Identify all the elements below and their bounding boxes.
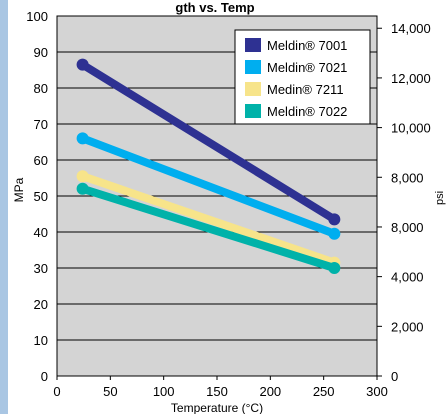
y2-tick-label: 8,000 (391, 170, 424, 185)
secondary-y-axis-label: psi (434, 191, 446, 205)
legend-swatch (245, 60, 261, 74)
y2-tick-label: 8,000 (391, 220, 424, 235)
legend-swatch (245, 104, 261, 118)
legend-label: Meldin® 7001 (267, 38, 347, 53)
legend-swatch (245, 38, 261, 52)
y-axis-label: MPa (12, 177, 26, 202)
y-tick-label: 70 (34, 117, 48, 132)
x-tick-label: 50 (103, 384, 117, 399)
y2-tick-label: 12,000 (391, 71, 431, 86)
chart-title: gth vs. Temp (175, 0, 254, 15)
y-tick-label: 10 (34, 333, 48, 348)
series-line (78, 184, 339, 272)
series-line (78, 134, 339, 238)
series-line (78, 60, 339, 224)
y-tick-label: 90 (34, 45, 48, 60)
series-layer (76, 58, 341, 274)
y-tick-label: 20 (34, 297, 48, 312)
series-line (78, 172, 339, 267)
y-tick-label: 100 (26, 9, 48, 24)
legend-label: Medin® 7211 (267, 82, 344, 97)
y-tick-label: 30 (34, 261, 48, 276)
x-tick-label: 100 (153, 384, 175, 399)
y2-tick-label: 0 (391, 369, 398, 384)
y2-tick-label: 2,000 (391, 319, 424, 334)
y2-tick-label: 14,000 (391, 21, 431, 36)
data-point (76, 58, 89, 71)
legend-label: Meldin® 7021 (267, 60, 347, 75)
legend-swatch (245, 82, 261, 96)
secondary-y-axis-ticks: 0 2,000 4,000 8,000 8,000 10,000 12,000 14,000 (377, 21, 431, 384)
data-point (76, 170, 89, 183)
x-tick-label: 200 (259, 384, 281, 399)
y2-tick-label: 4,000 (391, 270, 424, 285)
y-tick-label: 50 (34, 189, 48, 204)
y-tick-label: 60 (34, 153, 48, 168)
x-tick-label: 300 (366, 384, 388, 399)
y2-tick-label: 10,000 (391, 121, 431, 136)
y-tick-label: 0 (41, 369, 48, 384)
data-point (76, 182, 89, 195)
legend: Meldin® 7001 Meldin® 7021 Medin® 7211 Meldi… (234, 29, 371, 125)
x-tick-label: 150 (206, 384, 228, 399)
data-point (328, 227, 341, 240)
x-axis-ticks: 0 50 100 150 200 250 300 (53, 376, 388, 399)
data-point (76, 132, 89, 145)
y-tick-label: 80 (34, 81, 48, 96)
x-tick-label: 0 (53, 384, 60, 399)
data-point (328, 213, 341, 226)
data-point (328, 262, 341, 274)
x-tick-label: 250 (313, 384, 335, 399)
y-axis-ticks: 0 10 20 30 40 50 60 70 80 90 100 (26, 9, 48, 384)
x-axis-label: Temperature (°C) (171, 401, 263, 414)
y-tick-label: 40 (34, 225, 48, 240)
legend-label: Meldin® 7022 (267, 104, 347, 119)
left-accent-strip (0, 0, 8, 414)
